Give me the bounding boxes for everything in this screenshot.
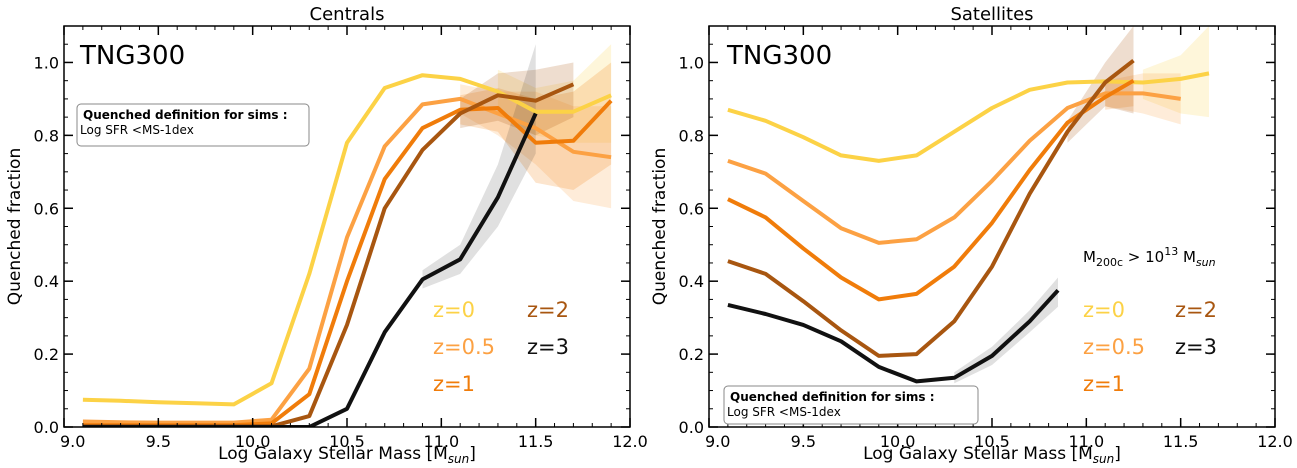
y-tick-label: 0.6 (679, 199, 704, 218)
panel-title: Satellites (950, 4, 1033, 25)
satellites-panel: Satellites 9.0 9.5 10.0 10.5 11.0 11.5 12.0 0.0 0… (650, 4, 1293, 466)
x-tick-label: 10.5 (329, 432, 365, 451)
x-tick-label: 9.5 (791, 432, 816, 451)
series-line (727, 91, 1181, 245)
legend-entry: z=2 (527, 298, 569, 322)
definition-text: Log SFR <MS-1dex (80, 123, 194, 137)
legend-entry: z=1 (1083, 372, 1125, 396)
plot-area (82, 44, 613, 427)
legend-entry: z=0 (433, 298, 475, 322)
x-axis-label: Log Galaxy Stellar Mass [Msun] (863, 444, 1121, 466)
y-tick-label: 0.0 (34, 418, 59, 437)
error-band (1105, 62, 1134, 110)
legend-entry: z=0.5 (433, 335, 495, 359)
plot-area (727, 26, 1210, 384)
simulation-label: TNG300 (726, 41, 832, 71)
y-axis-label: Quenched fraction (650, 148, 670, 305)
legend-entry: z=0 (1083, 298, 1125, 322)
y-tick-label: 0.8 (679, 126, 704, 145)
series-line (727, 78, 1135, 302)
panel-title: Centrals (310, 4, 385, 25)
y-tick-label: 0.4 (34, 272, 59, 291)
centrals-panel: Centrals 9.0 9.5 10.0 10.5 11.0 11.5 12.0 0.0 0.2… (5, 4, 648, 466)
y-tick-label: 0.2 (679, 345, 704, 364)
x-tick-label: 10.0 (880, 432, 916, 451)
x-tick-label: 11.5 (518, 432, 554, 451)
mass-cut-label: M200c > 1013 Msun (1083, 245, 1216, 269)
legend-entry: z=1 (433, 372, 475, 396)
legend: z=0 z=0.5 z=1 z=2 z=3 (1083, 298, 1217, 396)
series-line (82, 96, 612, 425)
legend-entry: z=0.5 (1083, 335, 1145, 359)
x-tick-label: 10.0 (235, 432, 271, 451)
legend: z=0 z=0.5 z=1 z=2 z=3 (433, 298, 569, 396)
definition-title: Quenched definition for sims : (83, 108, 288, 122)
definition-box: Quenched definition for sims :Log SFR <M… (723, 385, 979, 425)
y-axis-label: Quenched fraction (5, 148, 25, 305)
error-band (954, 277, 1058, 384)
x-tick-label: 11.5 (1163, 432, 1199, 451)
x-tick-label: 11.0 (1069, 432, 1105, 451)
legend-entry: z=3 (1175, 335, 1217, 359)
x-tick-label: 9.5 (146, 432, 171, 451)
definition-title: Quenched definition for sims : (730, 390, 935, 404)
x-tick-label: 9.0 (705, 432, 730, 451)
y-tick-label: 0.2 (34, 345, 59, 364)
definition-box: Quenched definition for sims :Log SFR <M… (76, 103, 310, 147)
series-line (82, 112, 538, 427)
x-axis-label: Log Galaxy Stellar Mass [Msun] (218, 444, 476, 466)
legend-entry: z=2 (1175, 298, 1217, 322)
y-tick-label: 1.0 (679, 53, 704, 72)
legend-entry: z=3 (527, 335, 569, 359)
series-line (727, 71, 1210, 163)
series-line (82, 73, 612, 407)
y-tick-label: 1.0 (34, 53, 59, 72)
series-line (727, 288, 1060, 384)
simulation-label: TNG300 (79, 41, 185, 71)
x-tick-label: 12.0 (612, 432, 648, 451)
y-tick-label: 0.0 (679, 418, 704, 437)
definition-box-frame (723, 385, 979, 425)
y-tick-label: 0.6 (34, 199, 59, 218)
x-tick-label: 9.0 (60, 432, 85, 451)
y-tick-label: 0.4 (679, 272, 704, 291)
x-tick-label: 11.0 (424, 432, 460, 451)
x-tick-label: 12.0 (1257, 432, 1293, 451)
y-tick-label: 0.8 (34, 126, 59, 145)
definition-text: Log SFR <MS-1dex (727, 405, 841, 419)
definition-box-frame (76, 103, 310, 147)
series-line (727, 59, 1135, 358)
x-tick-label: 10.5 (974, 432, 1010, 451)
